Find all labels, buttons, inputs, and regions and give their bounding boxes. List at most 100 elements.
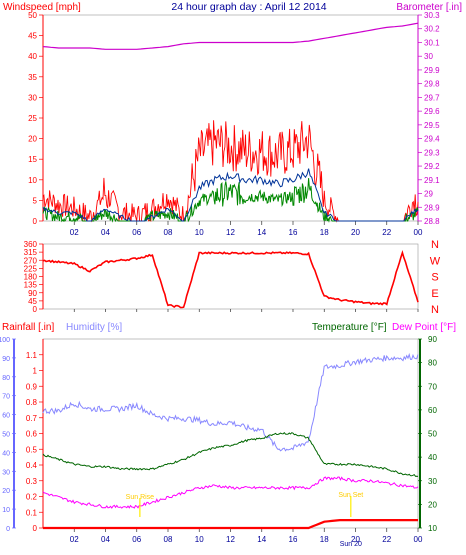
humidity-y-tick-label: 10: [2, 507, 10, 514]
barometer-y-tick-label: 29.2: [424, 162, 440, 171]
wind-y-tick-label: 0: [33, 217, 38, 226]
direction-y-tick-label: 0: [33, 305, 38, 314]
wind-x-tick-label: 14: [257, 228, 266, 237]
barometer-y-tick-label: 30.2: [424, 25, 440, 34]
rain-y-tick-label: 0: [33, 524, 38, 533]
climate-x-tick-label: 08: [164, 535, 173, 544]
barometer-y-tick-label: 28.8: [424, 217, 440, 226]
compass-label-w: W: [430, 255, 441, 267]
compass-label-n: N: [431, 304, 439, 316]
dewpoint-axis-title: Dew Point [°F]: [392, 322, 456, 333]
wind-average-line: [42, 168, 419, 222]
wind-y-tick-label: 15: [28, 155, 37, 164]
humidity-y-tick-label: 40: [2, 450, 10, 457]
barometer-y-tick-label: 29.4: [424, 135, 440, 144]
series-layer: [42, 22, 419, 530]
dewpoint-line: [42, 476, 419, 509]
direction-y-tick-label: 135: [24, 281, 38, 290]
rain-y-tick-label: 0.9: [26, 382, 38, 391]
temp-y-tick-label: 90: [428, 335, 437, 344]
temp-y-tick-label: 30: [428, 477, 437, 486]
temp-y-tick-label: 10: [428, 524, 437, 533]
wind-x-tick-label: 08: [164, 228, 173, 237]
temp-y-tick-label: 70: [428, 382, 437, 391]
direction-panel: [42, 243, 419, 310]
windspeed-axis-title: Windspeed [mph]: [3, 2, 81, 13]
climate-x-tick-label: 04: [101, 535, 110, 544]
humidity-y-tick-label: 100: [0, 337, 10, 344]
wind-y-tick-label: 45: [28, 32, 37, 41]
climate-x-tick-label: 10: [195, 535, 204, 544]
rain-y-tick-label: 0.1: [26, 508, 38, 517]
direction-y-tick-label: 45: [28, 297, 37, 306]
temp-y-tick-label: 20: [428, 500, 437, 509]
humidity-line: [42, 352, 419, 452]
wind-direction-line: [42, 250, 419, 309]
rain-y-tick-label: 0.4: [26, 461, 38, 470]
climate-x-tick-label: 16: [289, 535, 298, 544]
barometer-y-tick-label: 28.9: [424, 203, 440, 212]
chart-title: 24 hour graph day : April 12 2014: [171, 1, 326, 13]
compass-label-n: N: [431, 239, 439, 251]
barometer-y-tick-label: 29.8: [424, 80, 440, 89]
climate-x-tick-label: 14: [257, 535, 266, 544]
climate-x-tick-label: 20: [351, 535, 360, 544]
humidity-y-tick-label: 60: [2, 413, 10, 420]
climate-x-tick-label: 12: [226, 535, 235, 544]
wind-x-tick-label: 02: [70, 228, 79, 237]
humidity-axis-title: Humidity [%]: [66, 322, 122, 333]
barometer-y-tick-label: 30.1: [424, 38, 440, 47]
barometer-y-tick-label: 30.3: [424, 11, 440, 20]
barometer-y-tick-label: 29.3: [424, 148, 440, 157]
wind-x-tick-label: 00: [414, 228, 423, 237]
rain-y-tick-label: 1.1: [26, 351, 38, 360]
climate-x-tick-label: 18: [320, 535, 329, 544]
humidity-y-tick-label: 30: [2, 469, 10, 476]
wind-x-tick-label: 18: [320, 228, 329, 237]
wind-x-tick-label: 04: [101, 228, 110, 237]
panels-layer: [42, 14, 419, 529]
sunset-label: Sun Set: [338, 492, 363, 499]
climate-x-tick-label: 02: [70, 535, 79, 544]
wind-x-tick-label: 22: [382, 228, 391, 237]
direction-y-tick-label: 225: [24, 264, 38, 273]
temp-y-tick-label: 80: [428, 359, 437, 368]
rain-y-tick-label: 0.8: [26, 398, 38, 407]
wind-x-tick-label: 20: [351, 228, 360, 237]
barometer-line: [42, 22, 419, 50]
wind-panel: [42, 14, 419, 222]
direction-y-tick-label: 360: [24, 240, 38, 249]
rainfall-line: [43, 519, 418, 530]
sunrise-label: Sun Rise: [126, 494, 155, 501]
rain-y-tick-label: 0.5: [26, 445, 38, 454]
humidity-y-tick-label: 80: [2, 375, 10, 382]
compass-label-e: E: [431, 288, 438, 300]
climate-x-tick-label: 22: [382, 535, 391, 544]
barometer-y-tick-label: 29.7: [424, 93, 440, 102]
direction-y-tick-label: 315: [24, 248, 38, 257]
humidity-y-tick-label: 70: [2, 394, 10, 401]
rain-y-tick-label: 0.6: [26, 430, 38, 439]
wind-y-tick-label: 30: [28, 93, 37, 102]
climate-x-tick-label: 06: [132, 535, 141, 544]
wind-x-tick-label: 10: [195, 228, 204, 237]
temperature-axis-title: Temperature [°F]: [312, 322, 387, 333]
humidity-y-tick-label: 90: [2, 356, 10, 363]
rain-y-tick-label: 0.3: [26, 477, 38, 486]
barometer-y-tick-label: 29.6: [424, 107, 440, 116]
humidity-y-tick-label: 0: [6, 526, 10, 533]
direction-y-tick-label: 180: [24, 273, 38, 282]
temp-y-tick-label: 40: [428, 453, 437, 462]
wind-x-tick-label: 16: [289, 228, 298, 237]
barometer-y-tick-label: 29.1: [424, 176, 440, 185]
wind-y-tick-label: 5: [33, 196, 38, 205]
sunset-sub-label: Sun 20: [340, 541, 362, 548]
rain-y-tick-label: 1: [33, 367, 38, 376]
wind-y-tick-label: 25: [28, 114, 37, 123]
humidity-y-tick-label: 50: [2, 432, 10, 439]
wind-x-tick-label: 06: [132, 228, 141, 237]
rain-y-tick-label: 0.2: [26, 493, 38, 502]
